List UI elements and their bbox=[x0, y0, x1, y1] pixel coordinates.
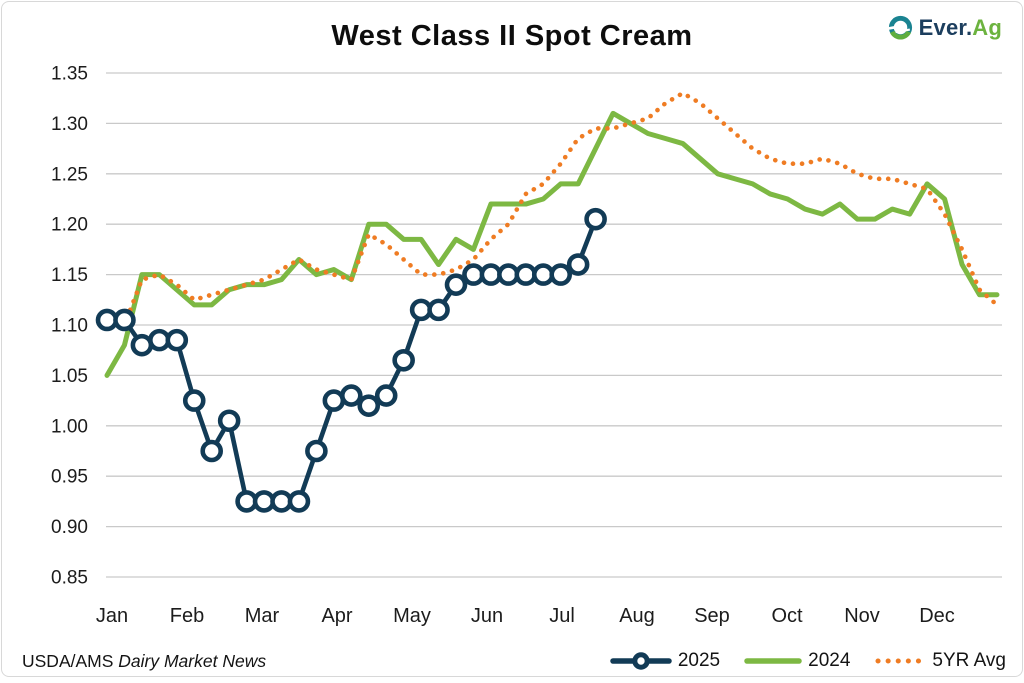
svg-text:1.25: 1.25 bbox=[51, 164, 88, 185]
svg-text:May: May bbox=[393, 605, 431, 627]
svg-text:0.85: 0.85 bbox=[51, 568, 88, 589]
chart-footer: USDA/AMS Dairy Market News 2025 2024 5YR… bbox=[0, 646, 1024, 676]
legend: 2025 2024 5YR Avg bbox=[610, 650, 1006, 672]
svg-text:1.30: 1.30 bbox=[51, 114, 88, 135]
legend-swatch-5yr-avg-dotted-icon bbox=[875, 658, 926, 664]
legend-item-2024: 2024 bbox=[744, 650, 850, 672]
chart-title: West Class II Spot Cream bbox=[331, 20, 693, 52]
svg-text:Dec: Dec bbox=[919, 605, 955, 627]
logo-text-ag: Ag bbox=[972, 14, 1002, 40]
everag-logo-icon bbox=[888, 15, 912, 40]
svg-text:Apr: Apr bbox=[321, 605, 352, 627]
svg-text:Aug: Aug bbox=[619, 605, 655, 627]
legend-item-2025: 2025 bbox=[610, 650, 720, 672]
svg-text:Jan: Jan bbox=[96, 605, 128, 627]
series-5yr-avg-line bbox=[104, 90, 1000, 328]
legend-item-5yr-avg: 5YR Avg bbox=[874, 650, 1006, 672]
legend-swatch-2024-line-icon bbox=[744, 658, 802, 664]
svg-text:0.95: 0.95 bbox=[51, 467, 88, 488]
svg-text:Jul: Jul bbox=[549, 605, 575, 627]
svg-text:Jun: Jun bbox=[471, 605, 503, 627]
y-axis-labels: 1.35 1.30 1.25 1.20 1.15 1.10 1.05 1.00 0.95 0.90… bbox=[51, 64, 88, 589]
svg-text:1.20: 1.20 bbox=[51, 215, 88, 236]
svg-text:1.15: 1.15 bbox=[51, 265, 88, 286]
legend-label-2024: 2024 bbox=[808, 650, 851, 671]
logo-text-ever: Ever. bbox=[918, 14, 973, 40]
svg-text:0.90: 0.90 bbox=[51, 517, 88, 538]
svg-text:1.10: 1.10 bbox=[51, 316, 88, 337]
series-2025-markers bbox=[95, 207, 607, 513]
logo-text: Ever.Ag bbox=[919, 15, 1002, 41]
svg-text:1.00: 1.00 bbox=[51, 416, 88, 437]
legend-label-2025: 2025 bbox=[677, 650, 721, 671]
x-axis-labels: Jan Feb Mar Apr May Jun Jul Aug Sep Oct Nov Dec bbox=[96, 605, 955, 627]
everag-logo: Ever.Ag bbox=[887, 14, 1002, 41]
series-2025-line bbox=[107, 218, 598, 504]
series-2024-line bbox=[104, 110, 1000, 378]
svg-text:1.05: 1.05 bbox=[51, 366, 88, 387]
source-name: Dairy Market News bbox=[118, 650, 267, 671]
legend-label-5yr-avg: 5YR Avg bbox=[932, 650, 1006, 671]
svg-text:Feb: Feb bbox=[170, 605, 204, 627]
svg-text:Sep: Sep bbox=[694, 605, 730, 627]
svg-text:Oct: Oct bbox=[771, 605, 803, 627]
source-prefix: USDA/AMS bbox=[22, 650, 114, 671]
svg-text:1.35: 1.35 bbox=[51, 64, 88, 85]
legend-swatch-2025-line-with-circle-icon bbox=[610, 652, 672, 670]
source-note: USDA/AMS Dairy Market News bbox=[22, 651, 266, 672]
svg-text:Nov: Nov bbox=[844, 605, 880, 627]
svg-text:Mar: Mar bbox=[245, 605, 280, 627]
